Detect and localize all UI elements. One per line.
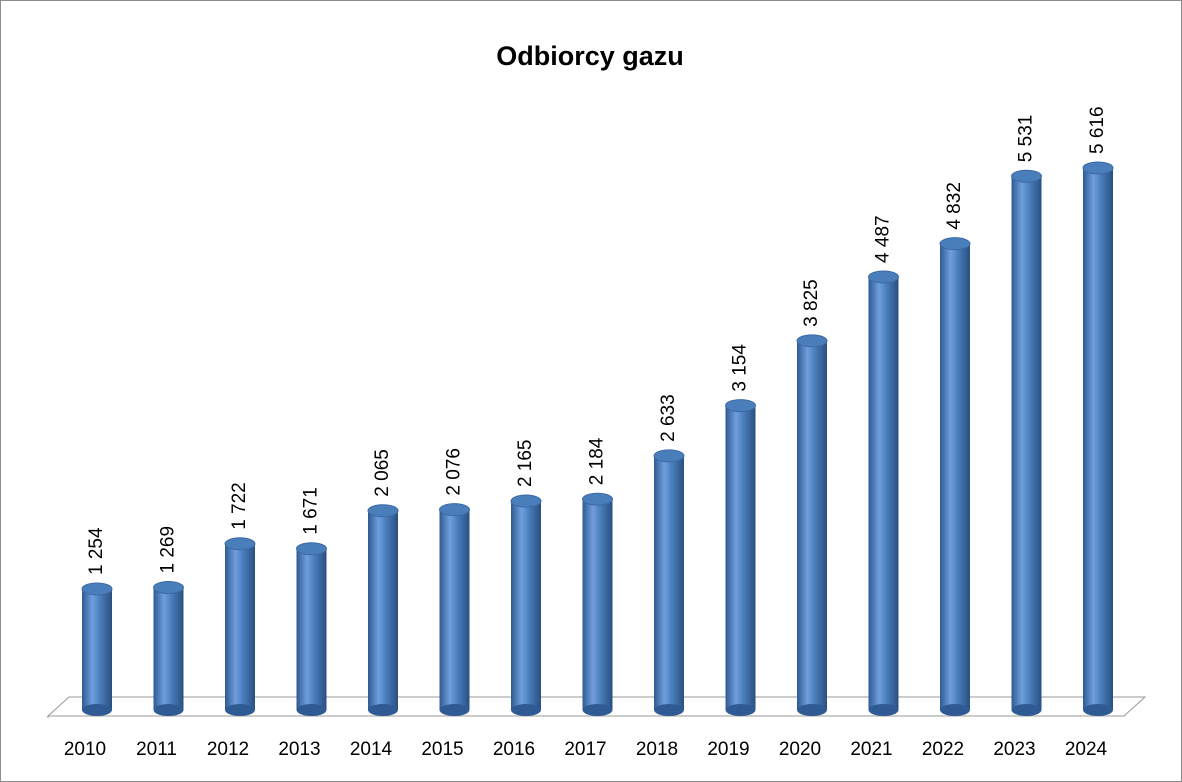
bar xyxy=(582,499,613,710)
value-label: 2 065 xyxy=(372,449,393,497)
value-label: 1 254 xyxy=(86,527,107,575)
value-label: 4 832 xyxy=(944,182,965,230)
x-tick-label: 2021 xyxy=(850,739,892,760)
value-label: 2 165 xyxy=(515,440,536,488)
x-tick-label: 2020 xyxy=(779,739,821,760)
value-label: 3 154 xyxy=(730,344,751,392)
bar-bottom xyxy=(654,704,684,716)
bar-bottom xyxy=(225,704,255,716)
x-tick-label: 2023 xyxy=(993,739,1035,760)
bar-top xyxy=(725,399,756,413)
x-tick-label: 2012 xyxy=(207,739,249,760)
value-label: 5 616 xyxy=(1087,106,1108,154)
x-tick-label: 2019 xyxy=(707,739,749,760)
x-tick-label: 2010 xyxy=(64,739,106,760)
bar-top xyxy=(224,537,256,551)
bar-bottom xyxy=(439,704,470,716)
bar xyxy=(868,276,899,710)
bar xyxy=(82,588,112,710)
bar-bottom xyxy=(725,704,756,716)
bar xyxy=(153,587,184,710)
x-tick-label: 2017 xyxy=(564,739,606,760)
bar xyxy=(439,509,470,710)
value-label: 1 269 xyxy=(158,526,179,574)
bar-top xyxy=(153,581,184,595)
x-tick-label: 2014 xyxy=(350,739,393,760)
bar xyxy=(725,405,756,710)
bar xyxy=(654,455,684,710)
bar-bottom xyxy=(797,704,827,716)
x-tick-label: 2022 xyxy=(922,739,964,760)
bar-bottom xyxy=(153,704,184,716)
bar-top xyxy=(796,334,828,348)
bar-top xyxy=(653,449,685,463)
bar xyxy=(1011,176,1042,710)
bar-top xyxy=(367,504,399,518)
value-label: 2 633 xyxy=(658,394,679,442)
bar-bottom xyxy=(296,704,327,716)
x-tick-label: 2016 xyxy=(493,739,535,760)
bar xyxy=(1083,168,1113,710)
bar xyxy=(225,543,255,710)
bar-top xyxy=(1082,161,1114,175)
bar-bottom xyxy=(1083,704,1113,716)
bar-top xyxy=(296,542,327,556)
bar-top xyxy=(510,494,542,508)
bar xyxy=(368,510,398,710)
chart-title: Odbiorcy gazu xyxy=(496,41,684,71)
bar-top xyxy=(582,492,613,506)
bar xyxy=(296,548,327,710)
value-label: 3 825 xyxy=(801,279,822,327)
bar-bottom xyxy=(582,704,613,716)
bar-top xyxy=(439,503,470,517)
x-tick-label: 2011 xyxy=(136,739,177,760)
bar-top xyxy=(1011,169,1042,183)
value-label: 2 184 xyxy=(587,437,608,485)
bar-top xyxy=(939,237,971,251)
x-tick-label: 2015 xyxy=(421,739,463,760)
x-tick-label: 2018 xyxy=(636,739,678,760)
bar-top xyxy=(868,270,899,284)
bar-top xyxy=(81,582,113,596)
value-label: 4 487 xyxy=(873,215,894,263)
bar-bottom xyxy=(511,704,541,716)
bar xyxy=(797,340,827,710)
bar-bottom xyxy=(368,704,398,716)
bar-bottom xyxy=(868,704,899,716)
value-label: 2 076 xyxy=(444,448,465,496)
bar-bottom xyxy=(82,704,112,716)
x-tick-label: 2024 xyxy=(1065,739,1108,760)
bar-bottom xyxy=(940,704,970,716)
value-label: 1 671 xyxy=(301,487,322,535)
value-label: 5 531 xyxy=(1016,115,1037,163)
bar xyxy=(940,243,970,710)
bar xyxy=(511,501,541,710)
bar-bottom xyxy=(1011,704,1042,716)
x-tick-label: 2013 xyxy=(278,739,320,760)
value-label: 1 722 xyxy=(229,482,250,530)
